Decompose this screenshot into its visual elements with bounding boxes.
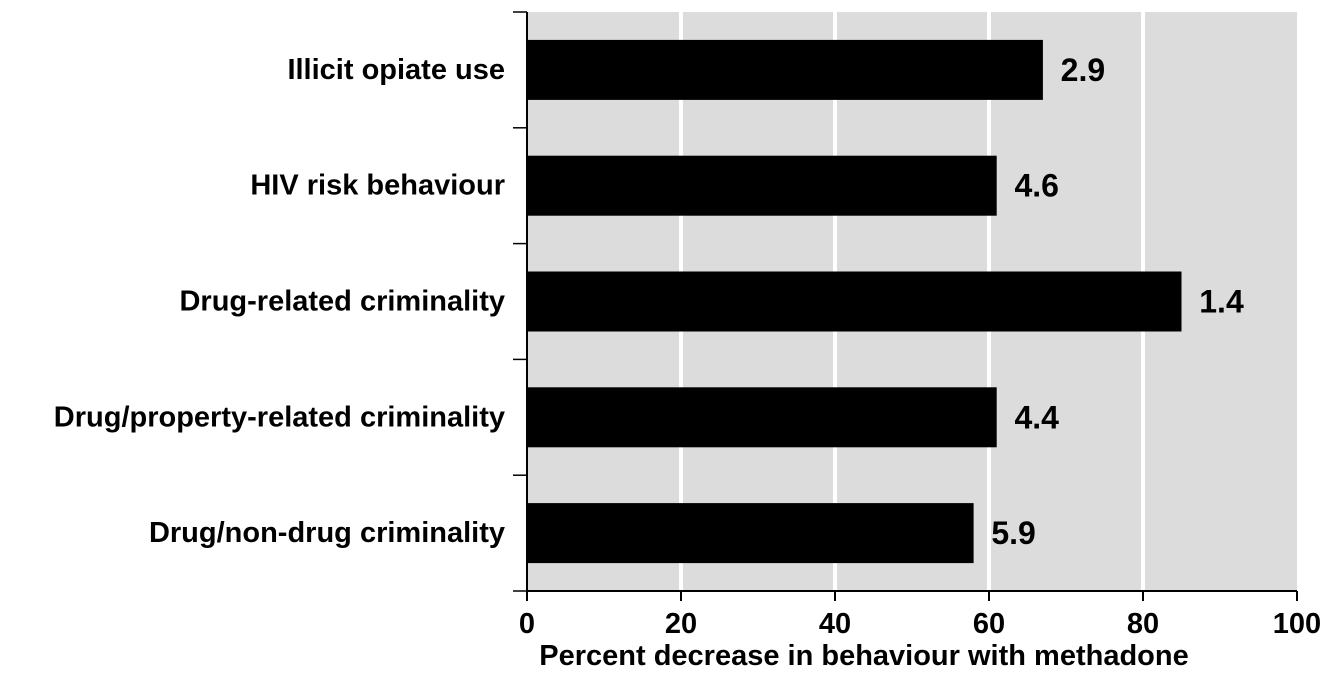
category-label: HIV risk behaviour [250,170,505,202]
bars [527,39,1182,564]
bar [527,503,974,564]
bar-value-label: 2.9 [1061,52,1105,88]
bar-value-label: 1.4 [1199,284,1244,320]
category-label: Drug-related criminality [179,286,505,318]
x-tick-label: 100 [1273,608,1321,640]
x-tick-label: 80 [1127,608,1159,640]
category-labels: Illicit opiate use HIV risk behaviour Drug… [54,54,505,549]
bar [527,155,997,216]
category-label: Drug/non-drug criminality [149,517,505,549]
x-axis-title: Percent decrease in behaviour with metha… [539,640,1188,672]
axes [513,11,1298,601]
bar [527,271,1182,332]
bar [527,39,1043,100]
bar-value-labels: 2.9 4.6 1.4 4.4 5.9 [991,52,1244,551]
category-label: Illicit opiate use [287,54,505,86]
x-tick-labels: 0 20 40 60 80 100 [519,608,1321,640]
bar-value-label: 4.6 [1014,168,1058,204]
bar-value-label: 4.4 [1014,399,1059,435]
category-label: Drug/property-related criminality [54,401,505,433]
bar [527,387,997,448]
x-tick-label: 0 [519,608,535,640]
x-tick-label: 20 [665,608,697,640]
x-tick-label: 40 [819,608,851,640]
bar-value-label: 5.9 [991,515,1035,551]
x-tick-label: 60 [973,608,1005,640]
